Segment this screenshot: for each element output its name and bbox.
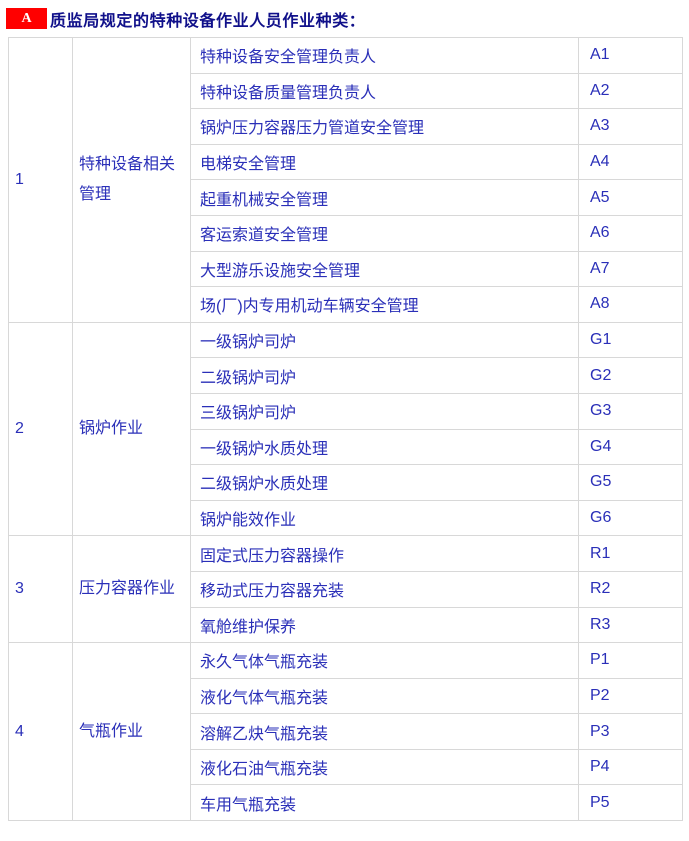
table-row: 移动式压力容器充装 R2 (9, 570, 683, 608)
table-row: 液化气体气瓶充装 P2 (9, 677, 683, 715)
job-code-cell: A1 (578, 37, 683, 74)
job-name-cell: 溶解乙炔气瓶充装 (190, 713, 579, 750)
job-code-cell: A4 (578, 143, 683, 181)
group-category-cell: 气瓶作业 (72, 642, 191, 822)
job-name-cell: 移动式压力容器充装 (190, 570, 579, 608)
job-name-cell: 特种设备质量管理负责人 (190, 72, 579, 110)
job-name-cell: 一级锅炉水质处理 (190, 428, 579, 466)
group-category-cell: 锅炉作业 (72, 321, 191, 537)
job-name-cell: 固定式压力容器操作 (190, 535, 579, 572)
table-row: 氧舱维护保养 R3 (9, 606, 683, 644)
job-name-cell: 客运索道安全管理 (190, 214, 579, 252)
table-row: 场(厂)内专用机动车辆安全管理 A8 (9, 286, 683, 323)
table-row: 大型游乐设施安全管理 A7 (9, 250, 683, 288)
table-row: 2 锅炉作业 一级锅炉司炉 G1 (8, 321, 683, 537)
job-code-cell: G5 (578, 464, 683, 501)
job-code-cell: P2 (578, 677, 683, 715)
group-category-cell: 压力容器作业 (72, 535, 191, 644)
page-title: 质监局规定的特种设备作业人员作业种类： (50, 12, 366, 30)
table-row: 锅炉压力容器压力管道安全管理 A3 (9, 108, 683, 145)
job-name-cell: 起重机械安全管理 (190, 179, 579, 216)
job-code-cell: R1 (578, 535, 683, 572)
job-name-cell: 液化气体气瓶充装 (190, 677, 579, 715)
job-name-cell: 氧舱维护保养 (190, 606, 579, 644)
job-code-cell: A3 (578, 108, 683, 145)
table-row: 4 气瓶作业 永久气体气瓶充装 P1 (8, 642, 683, 822)
job-code-cell: G1 (578, 321, 683, 359)
job-code-cell: G2 (578, 357, 683, 394)
table-row: 客运索道安全管理 A6 (9, 214, 683, 252)
job-name-cell: 一级锅炉司炉 (190, 321, 579, 359)
job-code-cell: P5 (578, 784, 683, 822)
job-code-cell: A2 (578, 72, 683, 110)
table-row: 三级锅炉司炉 G3 (9, 392, 683, 430)
job-name-cell: 电梯安全管理 (190, 143, 579, 181)
job-name-cell: 锅炉能效作业 (190, 499, 579, 537)
job-code-cell: A6 (578, 214, 683, 252)
job-code-cell: A5 (578, 179, 683, 216)
job-name-cell: 液化石油气瓶充装 (190, 748, 579, 786)
table-row: 溶解乙炔气瓶充装 P3 (9, 713, 683, 750)
job-code-cell: G4 (578, 428, 683, 466)
table-row: 特种设备质量管理负责人 A2 (9, 72, 683, 110)
section-badge: A (6, 8, 47, 29)
table-row: 起重机械安全管理 A5 (9, 179, 683, 216)
job-name-cell: 锅炉压力容器压力管道安全管理 (190, 108, 579, 145)
group-category-cell: 特种设备相关管理 (72, 37, 191, 323)
page-header: A 质监局规定的特种设备作业人员作业种类： (0, 0, 365, 37)
table-row: 1 特种设备相关管理 特种设备安全管理负责人 A1 (8, 37, 683, 323)
group-number-cell: 4 (8, 642, 73, 822)
table-row: 电梯安全管理 A4 (9, 143, 683, 181)
job-code-cell: P4 (578, 748, 683, 786)
job-name-cell: 场(厂)内专用机动车辆安全管理 (190, 286, 579, 323)
job-name-cell: 二级锅炉水质处理 (190, 464, 579, 501)
table-row: 3 压力容器作业 固定式压力容器操作 R1 (8, 535, 683, 644)
table-row: 二级锅炉司炉 G2 (9, 357, 683, 394)
table-row: 液化石油气瓶充装 P4 (9, 748, 683, 786)
table-row: 二级锅炉水质处理 G5 (9, 464, 683, 501)
job-name-cell: 特种设备安全管理负责人 (190, 37, 579, 74)
job-name-cell: 大型游乐设施安全管理 (190, 250, 579, 288)
job-code-cell: R3 (578, 606, 683, 644)
job-code-cell: G3 (578, 392, 683, 430)
job-name-cell: 三级锅炉司炉 (190, 392, 579, 430)
job-code-cell: A7 (578, 250, 683, 288)
table-row: 锅炉能效作业 G6 (9, 499, 683, 537)
group-number-cell: 3 (8, 535, 73, 644)
category-table-body: 1 特种设备相关管理 特种设备安全管理负责人 A1 特种设备质量管理负责人 A2 锅炉压力容… (8, 37, 683, 822)
group-number-cell: 1 (8, 37, 73, 323)
table-row: 车用气瓶充装 P5 (9, 784, 683, 822)
job-code-cell: R2 (578, 570, 683, 608)
job-code-cell: P1 (578, 642, 683, 679)
job-name-cell: 二级锅炉司炉 (190, 357, 579, 394)
job-name-cell: 永久气体气瓶充装 (190, 642, 579, 679)
group-number-cell: 2 (8, 321, 73, 537)
job-code-cell: A8 (578, 286, 683, 323)
job-name-cell: 车用气瓶充装 (190, 784, 579, 822)
category-table: 1 特种设备相关管理 特种设备安全管理负责人 A1 特种设备质量管理负责人 A2 锅炉压力容… (8, 37, 683, 822)
job-code-cell: P3 (578, 713, 683, 750)
job-code-cell: G6 (578, 499, 683, 537)
